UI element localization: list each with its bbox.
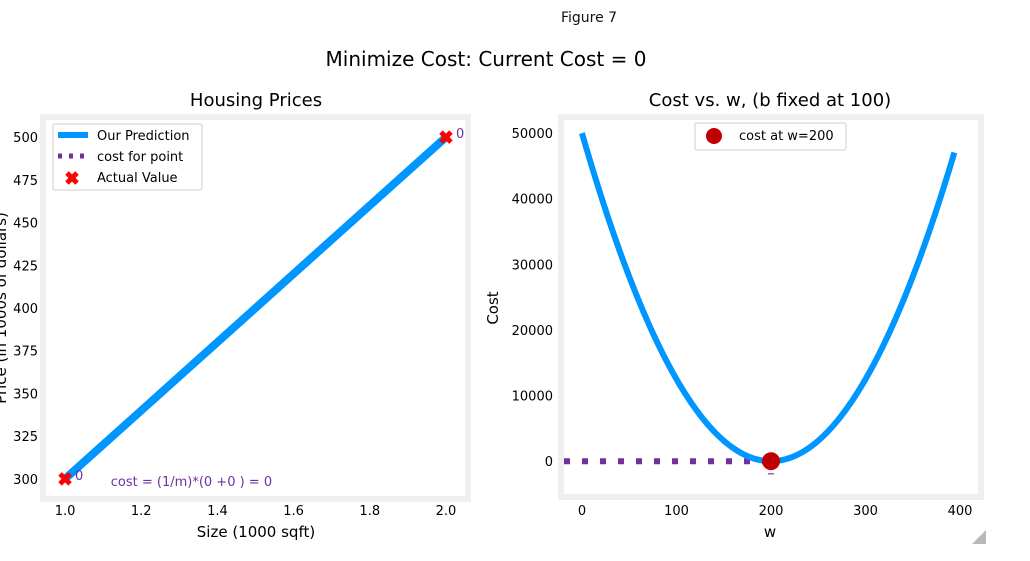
legend-point-marker xyxy=(706,128,722,144)
x-tick-label: 1.6 xyxy=(283,504,304,519)
y-tick-label: 40000 xyxy=(512,193,553,208)
y-tick-label: 450 xyxy=(13,217,38,232)
x-tick-label: 100 xyxy=(664,504,689,519)
y-tick-label: 500 xyxy=(13,131,38,146)
y-tick-label: 475 xyxy=(13,174,38,189)
y-tick-label: 375 xyxy=(13,345,38,360)
x-tick-label: 2.0 xyxy=(436,504,457,519)
actual-value-marker xyxy=(58,472,72,486)
legend-prediction-label: Our Prediction xyxy=(97,129,190,144)
prediction-line xyxy=(62,134,449,482)
chart-title: Housing Prices xyxy=(190,90,322,111)
x-tick-label: 400 xyxy=(948,504,973,519)
figure-suptitle: Minimize Cost: Current Cost = 0 xyxy=(326,47,647,71)
x-axis-label: w xyxy=(764,523,776,541)
y-tick-label: 30000 xyxy=(512,258,553,273)
window-resize-grip[interactable] xyxy=(972,530,986,544)
legend-point-label: cost at w=200 xyxy=(739,129,834,144)
y-axis-label: Cost xyxy=(484,291,502,324)
legend-cost-label: cost for point xyxy=(97,150,183,165)
x-tick-label: 1.4 xyxy=(207,504,228,519)
legend-actual-marker xyxy=(65,171,79,185)
y-tick-label: 10000 xyxy=(512,390,553,405)
window-title: Figure 7 xyxy=(560,10,618,26)
y-tick-label: 20000 xyxy=(512,324,553,339)
axes-frame xyxy=(558,114,984,500)
y-tick-label: 300 xyxy=(13,473,38,488)
y-tick-label: 0 xyxy=(545,455,553,470)
y-tick-label: 50000 xyxy=(512,127,553,142)
x-tick-label: 0 xyxy=(578,504,586,519)
x-tick-label: 200 xyxy=(759,504,784,519)
x-tick-label: 300 xyxy=(853,504,878,519)
legend: cost at w=200 xyxy=(694,122,847,151)
actual-value-marker xyxy=(439,130,453,144)
current-cost-point xyxy=(762,452,780,471)
chart-title: Cost vs. w, (b fixed at 100) xyxy=(649,90,891,111)
x-tick-label: 1.8 xyxy=(359,504,380,519)
housing-prices-chart: Housing Prices Size (1000 sqft) Price (i… xyxy=(0,90,471,541)
point-cost-label: 0 xyxy=(456,127,464,142)
y-axis-label: Price (in 1000s of dollars) xyxy=(0,212,10,404)
point-cost-label: 0 xyxy=(75,469,83,484)
y-tick-label: 350 xyxy=(13,387,38,402)
legend-actual-label: Actual Value xyxy=(97,171,178,186)
x-tick-label: 1.2 xyxy=(131,504,152,519)
legend-box xyxy=(52,123,203,191)
y-tick-label: 425 xyxy=(13,259,38,274)
cost-vs-w-chart: Cost vs. w, (b fixed at 100) w Cost 0 100… xyxy=(484,90,984,541)
x-axis-label: Size (1000 sqft) xyxy=(197,523,315,541)
legend: Our Prediction cost for point Actual Val… xyxy=(52,123,203,191)
legend-box xyxy=(694,122,847,151)
cost-annotation: cost = (1/m)*(0 +0 ) = 0 xyxy=(111,475,272,490)
x-tick-label: 1.0 xyxy=(55,504,76,519)
y-tick-label: 325 xyxy=(13,430,38,445)
y-tick-label: 400 xyxy=(13,302,38,317)
